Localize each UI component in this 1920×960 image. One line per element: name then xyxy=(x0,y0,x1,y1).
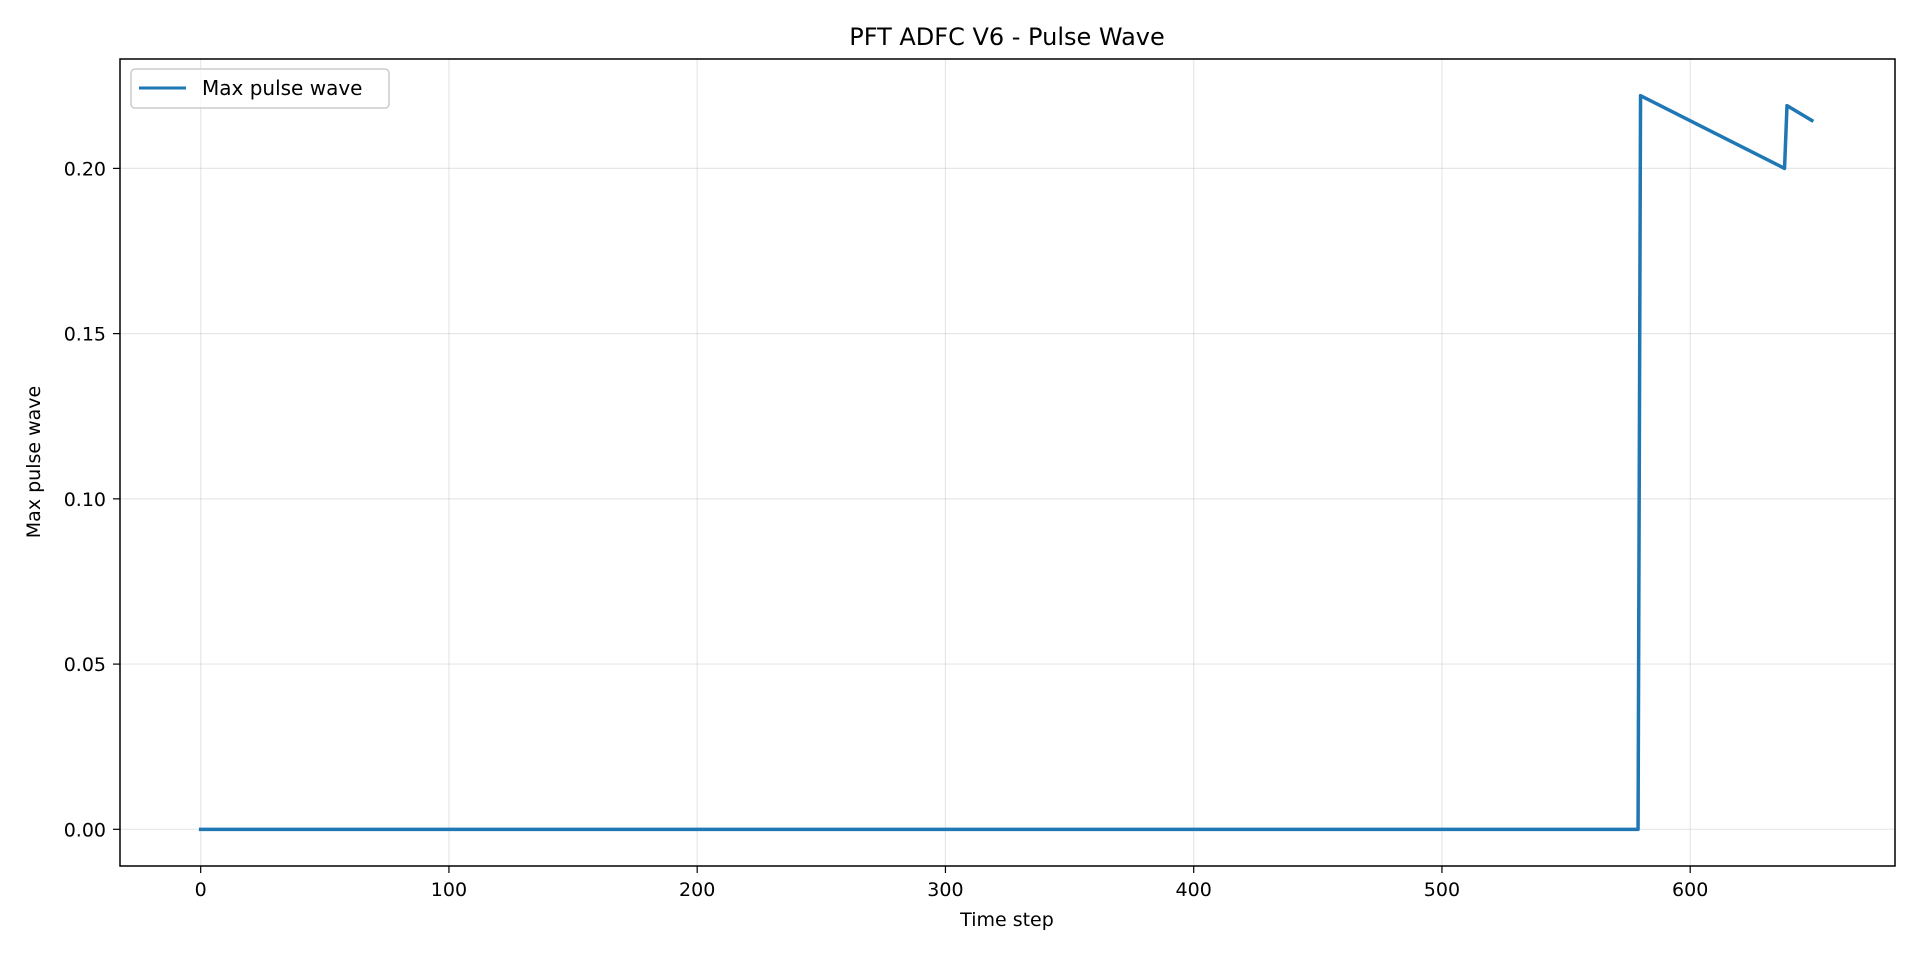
y-axis: 0.00 0.05 0.10 0.15 0.20 xyxy=(64,158,120,841)
y-tick-label: 0.15 xyxy=(64,324,106,346)
y-tick-label: 0.10 xyxy=(64,489,106,511)
x-tick-label: 0 xyxy=(195,879,207,901)
legend-box xyxy=(130,68,390,109)
x-tick-label: 500 xyxy=(1424,879,1460,901)
x-tick-label: 200 xyxy=(679,879,715,901)
series-line-max-pulse-wave xyxy=(198,93,1815,832)
legend-label: Max pulse wave xyxy=(202,76,362,100)
y-axis-label: Max pulse wave xyxy=(23,386,45,538)
series-layer xyxy=(198,93,1815,832)
chart-title: PFT ADFC V6 - Pulse Wave xyxy=(849,23,1165,51)
y-tick-label: 0.00 xyxy=(64,819,106,841)
legend: Max pulse wave xyxy=(130,68,390,109)
x-axis: 0 100 200 300 400 500 600 xyxy=(195,866,1708,901)
y-tick-label: 0.20 xyxy=(64,158,106,180)
x-tick-label: 100 xyxy=(431,879,467,901)
y-gridlines xyxy=(120,167,1895,830)
y-tick-label: 0.05 xyxy=(64,654,106,676)
x-tick-label: 600 xyxy=(1672,879,1708,901)
x-tick-label: 400 xyxy=(1176,879,1212,901)
x-gridlines xyxy=(200,59,1691,866)
x-axis-label: Time step xyxy=(959,909,1054,931)
x-tick-label: 300 xyxy=(927,879,963,901)
plot-area-frame xyxy=(119,58,1896,867)
